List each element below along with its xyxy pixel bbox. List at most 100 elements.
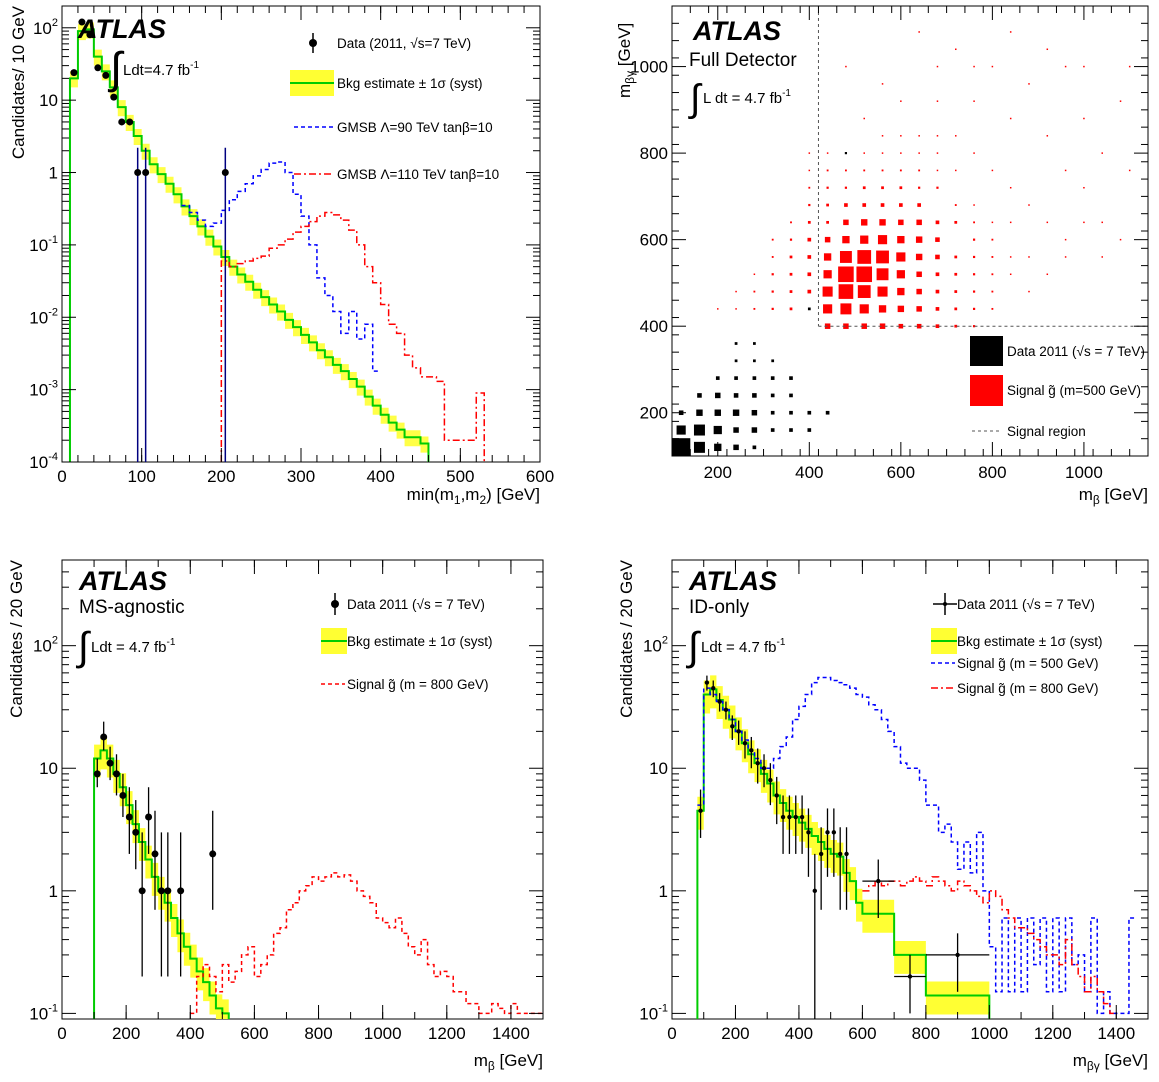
y-tick-base: 10 <box>29 453 48 472</box>
signal-box <box>808 203 811 207</box>
signal-box <box>826 169 829 172</box>
y-tick-label: 1000 <box>630 58 668 77</box>
signal-box <box>771 273 774 276</box>
signal-box <box>717 308 719 310</box>
signal-box <box>1028 204 1030 206</box>
x-tick-label: 600 <box>526 467 554 486</box>
x-tick-label: 800 <box>978 463 1006 482</box>
data-point <box>806 830 811 835</box>
data-point <box>711 685 716 691</box>
y-tick-label: 102 <box>33 17 58 38</box>
signal-box <box>859 304 869 314</box>
legend-signal-label: Signal g̃ (m=500 GeV) <box>1007 383 1141 398</box>
signal-box <box>839 251 852 263</box>
data-box <box>752 376 757 380</box>
x-tick-label: 0 <box>667 1024 676 1043</box>
luminosity-label: L dt = 4.7 fb-1 <box>703 88 791 107</box>
signal-1-histogram <box>181 161 381 372</box>
data-box <box>733 427 739 433</box>
data-box <box>713 425 722 435</box>
y-tick-base: 10 <box>33 637 52 656</box>
luminosity-exponent: -1 <box>782 88 791 99</box>
signal-box <box>918 135 920 137</box>
data-point <box>837 851 843 857</box>
data-point <box>78 18 86 26</box>
experiment-label: ATLAS <box>77 14 166 44</box>
signal-box <box>877 235 888 245</box>
signal-box <box>954 324 958 328</box>
legend-data-marker <box>943 602 947 606</box>
signal-box <box>972 307 976 310</box>
signal-box <box>823 270 832 279</box>
signal-box <box>954 204 957 206</box>
legend-data-label: Data 2011 (√s = 7 TeV) <box>957 597 1095 612</box>
x-tick-label: 600 <box>887 463 915 482</box>
signal-box <box>936 169 939 172</box>
data-box <box>672 438 691 457</box>
x-tick-label: 200 <box>207 467 235 486</box>
signal-box <box>955 48 957 51</box>
data-point <box>907 974 913 979</box>
subtitle: MS-agnostic <box>79 597 185 618</box>
signal-box <box>840 303 852 315</box>
signal-box <box>863 169 866 172</box>
signal-1-histogram <box>697 676 1136 1015</box>
panel-top-right: 200 400 600 800 1000 200 400 600 800 1000 ATLAS Ful… <box>615 5 1149 507</box>
data-point <box>742 741 748 746</box>
signal-box <box>1064 238 1067 241</box>
data-point <box>125 813 133 821</box>
data-point <box>102 71 110 79</box>
signal-box <box>860 235 869 244</box>
x-tick-label: 600 <box>848 1024 876 1043</box>
signal-box <box>808 186 811 189</box>
luminosity-text: Ldt = 4.7 fb <box>701 639 776 656</box>
legend-data-swatch <box>970 336 1003 366</box>
x-tick-label: 1200 <box>1034 1024 1072 1043</box>
signal-box <box>1009 186 1012 189</box>
x-axis-label-text: [GeV] <box>1100 1051 1148 1070</box>
x-tick-label: 1000 <box>1065 463 1103 482</box>
integral-sign: ∫ <box>686 625 702 669</box>
signal-box <box>972 290 976 293</box>
data-box <box>734 359 738 363</box>
signal-box <box>1119 238 1122 241</box>
data-box <box>752 393 757 398</box>
signal-2-histogram <box>862 876 1117 1015</box>
y-tick-exponent: -4 <box>48 451 58 463</box>
signal-box <box>823 253 832 261</box>
data-point <box>799 814 805 820</box>
signal-box <box>991 238 994 241</box>
signal-1-histogram <box>190 872 543 1015</box>
x-tick-label: 1000 <box>970 1024 1008 1043</box>
data-box <box>807 410 812 415</box>
y-tick-exponent: 2 <box>52 635 58 647</box>
signal-box <box>771 290 774 293</box>
y-axis-label-text: [GeV] <box>615 23 634 71</box>
signal-box <box>918 169 921 172</box>
signal-box <box>936 152 939 154</box>
x-axis-label: mβ [GeV] <box>474 1051 543 1073</box>
signal-box <box>861 323 867 329</box>
signal-box <box>808 152 811 154</box>
data-box <box>789 428 793 432</box>
data-point <box>106 759 114 767</box>
signal-box <box>862 186 866 190</box>
data-point <box>774 793 779 798</box>
panel-top-left: 0 100 200 300 400 500 60010210110-110-210-310-… <box>9 5 554 507</box>
x-tick-label: 1400 <box>492 1024 530 1043</box>
x-axis-label-sub: β <box>488 1059 495 1073</box>
signal-box <box>1009 256 1012 258</box>
y-tick-label: 1 <box>659 882 668 901</box>
signal-box <box>881 169 884 172</box>
data-box <box>693 424 705 436</box>
x-axis-label-text: m <box>1079 485 1093 504</box>
y-axis-label: Candidates/ 10 GeV <box>9 5 28 159</box>
y-tick-exponent: 2 <box>662 635 668 647</box>
x-axis-label: min(m1,m2) [GeV] <box>407 485 540 507</box>
signal-box <box>844 186 848 189</box>
data-box <box>715 376 720 380</box>
signal-box <box>735 290 737 293</box>
signal-box <box>935 254 940 260</box>
signal-box <box>842 235 850 244</box>
signal-box <box>973 204 975 206</box>
